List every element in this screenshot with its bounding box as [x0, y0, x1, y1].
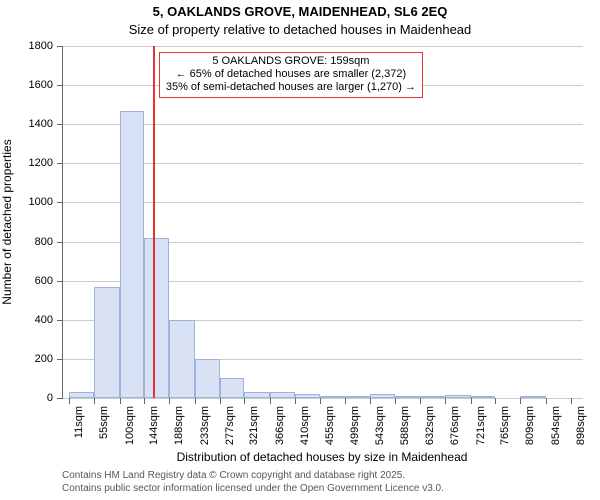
xtick-label: 809sqm: [524, 406, 536, 445]
ytick-mark: [57, 242, 63, 243]
histogram-bar: [69, 392, 94, 398]
xtick-label: 854sqm: [550, 406, 562, 445]
xtick-label: 188sqm: [173, 406, 185, 445]
histogram-bar: [420, 396, 445, 398]
property-marker-line: [153, 46, 155, 398]
xtick-mark: [295, 398, 296, 404]
histogram-bars: [63, 46, 583, 398]
xtick-mark: [244, 398, 245, 404]
ytick-mark: [57, 85, 63, 86]
xtick-mark: [220, 398, 221, 404]
xtick-label: 410sqm: [299, 406, 311, 445]
xtick-mark: [270, 398, 271, 404]
ytick-label: 1400: [19, 118, 53, 130]
histogram-bar: [220, 378, 245, 398]
xtick-mark: [144, 398, 145, 404]
xtick-label: 55sqm: [98, 406, 110, 439]
callout-line2: ← 65% of detached houses are smaller (2,…: [166, 68, 416, 81]
histogram-bar: [370, 394, 395, 398]
xtick-label: 11sqm: [73, 406, 85, 438]
xtick-mark: [395, 398, 396, 404]
callout-line1: 5 OAKLANDS GROVE: 159sqm: [166, 55, 416, 68]
ytick-label: 200: [19, 353, 53, 365]
histogram-bar: [345, 396, 370, 398]
ytick-label: 1800: [19, 40, 53, 52]
ytick-mark: [57, 398, 63, 399]
histogram-bar: [395, 396, 420, 398]
xtick-mark: [195, 398, 196, 404]
x-axis-label: Distribution of detached houses by size …: [62, 450, 582, 464]
histogram-bar: [295, 394, 320, 398]
xtick-mark: [571, 398, 572, 404]
histogram-bar: [195, 359, 220, 398]
plot-area: 5 OAKLANDS GROVE: 159sqm ← 65% of detach…: [62, 46, 583, 399]
xtick-label: 144sqm: [148, 406, 160, 445]
callout-line3: 35% of semi-detached houses are larger (…: [166, 81, 416, 94]
histogram-bar: [520, 396, 545, 398]
xtick-mark: [345, 398, 346, 404]
ytick-label: 1600: [19, 79, 53, 91]
xtick-label: 233sqm: [199, 406, 211, 445]
chart-title-line2: Size of property relative to detached ho…: [0, 22, 600, 37]
histogram-bar: [169, 320, 194, 398]
ytick-mark: [57, 281, 63, 282]
xtick-mark: [69, 398, 70, 404]
xtick-mark: [520, 398, 521, 404]
ytick-mark: [57, 124, 63, 125]
histogram-bar: [445, 395, 470, 398]
xtick-label: 588sqm: [399, 406, 411, 445]
ytick-label: 1200: [19, 157, 53, 169]
attribution-text: Contains HM Land Registry data © Crown c…: [62, 470, 444, 495]
histogram-bar: [94, 287, 119, 398]
xtick-mark: [169, 398, 170, 404]
ytick-mark: [57, 202, 63, 203]
ytick-label: 0: [19, 392, 53, 404]
xtick-label: 100sqm: [124, 406, 136, 445]
xtick-label: 765sqm: [499, 406, 511, 445]
xtick-mark: [370, 398, 371, 404]
ytick-mark: [57, 163, 63, 164]
xtick-label: 721sqm: [475, 406, 487, 445]
xtick-label: 632sqm: [424, 406, 436, 445]
attribution-line2: Contains public sector information licen…: [62, 483, 444, 496]
xtick-mark: [471, 398, 472, 404]
gridline: [63, 398, 583, 399]
xtick-mark: [495, 398, 496, 404]
histogram-bar: [270, 392, 295, 398]
ytick-mark: [57, 46, 63, 47]
property-callout: 5 OAKLANDS GROVE: 159sqm ← 65% of detach…: [159, 52, 423, 98]
xtick-label: 543sqm: [374, 406, 386, 445]
xtick-mark: [445, 398, 446, 404]
ytick-label: 1000: [19, 196, 53, 208]
xtick-label: 499sqm: [349, 406, 361, 445]
histogram-bar: [320, 396, 345, 398]
histogram-bar: [471, 396, 496, 398]
xtick-label: 898sqm: [575, 406, 587, 445]
xtick-label: 676sqm: [449, 406, 461, 445]
histogram-bar: [244, 392, 269, 398]
ytick-mark: [57, 320, 63, 321]
y-axis-label: Number of detached properties: [0, 139, 14, 304]
ytick-label: 600: [19, 275, 53, 287]
chart-title-line1: 5, OAKLANDS GROVE, MAIDENHEAD, SL6 2EQ: [0, 4, 600, 19]
xtick-mark: [320, 398, 321, 404]
ytick-label: 800: [19, 236, 53, 248]
ytick-label: 400: [19, 314, 53, 326]
attribution-line1: Contains HM Land Registry data © Crown c…: [62, 470, 444, 483]
xtick-mark: [420, 398, 421, 404]
histogram-bar: [120, 111, 145, 398]
ytick-mark: [57, 359, 63, 360]
xtick-label: 455sqm: [324, 406, 336, 445]
xtick-label: 366sqm: [274, 406, 286, 445]
xtick-mark: [94, 398, 95, 404]
xtick-label: 321sqm: [248, 406, 260, 445]
xtick-label: 277sqm: [224, 406, 236, 445]
xtick-mark: [120, 398, 121, 404]
xtick-mark: [546, 398, 547, 404]
histogram-bar: [144, 238, 169, 398]
